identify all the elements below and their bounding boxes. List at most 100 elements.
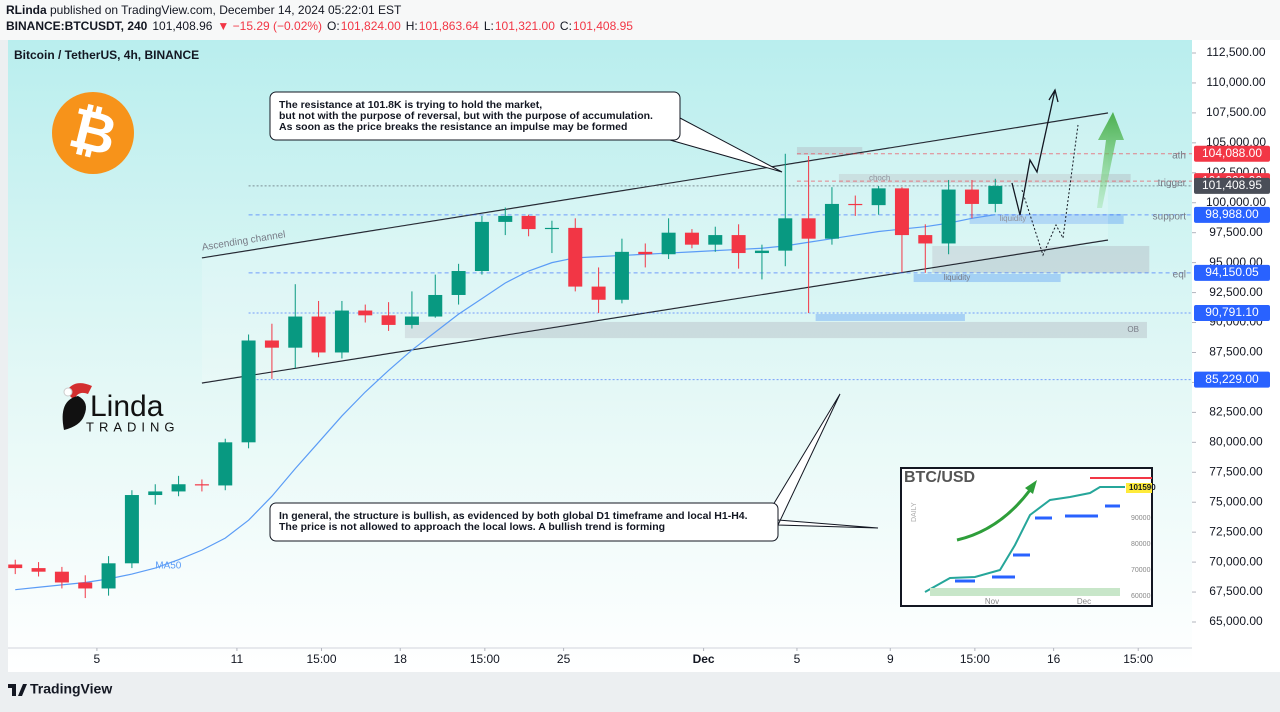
y-tick-label: 67,500.00 [1209,584,1263,598]
y-tick-label: 80,000.00 [1209,434,1263,448]
chart-title: Bitcoin / TetherUS, 4h, BINANCE [14,48,199,62]
candle-body [778,218,793,251]
price-tag-label: 101,408.95 [1202,178,1262,192]
candle-body [661,232,676,255]
zone-label: liquidity [1000,214,1027,223]
zone-label: OB [1127,325,1139,334]
bull-arrow [1097,112,1124,208]
candle-body [124,495,139,564]
annotation-box [269,502,779,542]
candle-body [568,227,583,287]
ma-label: MA50 [155,561,182,572]
inset-side: DAILY [911,502,918,522]
inset-volume [930,588,1120,596]
x-tick-label: 15:00 [470,652,500,666]
arrow-head [1048,88,1059,103]
x-tick-label: 25 [557,652,571,666]
inset-price: 101590 [1129,483,1156,492]
quote-part: 101,321.00 [495,19,555,33]
candle-body [474,221,489,272]
candle-body [824,203,839,239]
annotation-text: The resistance at 101.8K is trying to ho… [279,99,542,111]
quote-part: 101,408.95 [573,19,633,33]
candle-body [848,203,863,206]
inset-tick: 70000 [1131,567,1151,574]
candle-body [358,310,373,316]
inset-arrow [956,489,1032,542]
candle-body [194,484,209,486]
candle-body [894,188,909,236]
inset-price-bg [1126,483,1152,493]
price-tag-label: 85,229.00 [1205,372,1259,386]
header-bg [0,0,1280,40]
candle-body [264,340,279,348]
candle-body [544,227,559,230]
inset-tick: 60000 [1131,593,1151,600]
candle-body [731,235,746,254]
price-tag-label: 90,791.10 [1205,305,1259,319]
zone [913,274,1061,283]
y-tick-label: 112,500.00 [1206,45,1265,59]
zone [404,321,1147,339]
candle-body [404,316,419,325]
candle-body [614,251,629,300]
inset-month: Nov [985,597,999,606]
candle-body [871,188,886,206]
candle-body [988,185,1003,204]
x-tick-label: 18 [394,652,408,666]
price-tag [1194,371,1270,388]
tv-logo [8,684,27,696]
y-tick-label: 87,500.00 [1209,345,1263,359]
footer-bg [0,672,1280,707]
candle-body [148,491,163,496]
price-tag-label: 98,988.00 [1205,207,1259,221]
quote-part: 101,863.64 [419,19,479,33]
inset-tick: 90000 [1131,515,1151,522]
silhouette [62,396,86,430]
y-tick-label: 70,000.00 [1209,554,1263,568]
price-axis-bg [1192,40,1280,672]
level-tag: eql [1173,269,1186,280]
y-tick-label: 65,000.00 [1209,614,1263,628]
zone [796,147,863,155]
x-tick-label: 5 [794,652,801,666]
price-tag [1194,305,1270,322]
candle-body [754,250,769,254]
brand-sub: TRADING [86,419,180,434]
candle-body [101,563,116,589]
level-tag: support [1153,211,1187,222]
channel-line [201,239,1109,384]
inset-supports [955,504,1120,583]
candle-body [31,568,46,572]
candle-body [801,218,816,239]
candle-body [498,215,513,222]
zone-label: liquidity [944,273,971,282]
price-tag-label: 104,088.00 [1202,146,1262,160]
x-tick-label: 5 [94,652,101,666]
annotation-text: The price is not allowed to approach the… [279,521,665,533]
x-tick-label: 15:00 [306,652,336,666]
inset-line [924,486,1125,593]
inset-tick: 80000 [1131,541,1151,548]
zone-label: choch [869,174,890,183]
candle-body [521,215,536,230]
x-tick-label: Dec [693,652,715,666]
coin-logo [52,92,134,174]
candle-body [591,286,606,300]
candle-body [78,582,93,589]
annotation-text: but not with the purpose of reversal, bu… [279,110,653,122]
x-tick-label: 15:00 [1123,652,1153,666]
candle-body [428,294,443,317]
candle-body [241,340,256,443]
candle-body [918,235,933,244]
candle-body [54,571,69,583]
candle-body [708,235,723,245]
brand: Linda [90,390,164,423]
price-tag [1194,206,1270,223]
y-tick-label: 97,500.00 [1209,225,1263,239]
y-tick-label: 100,000.00 [1206,195,1266,209]
y-tick-label: 82,500.00 [1209,405,1263,419]
x-tick-label: 15:00 [960,652,990,666]
